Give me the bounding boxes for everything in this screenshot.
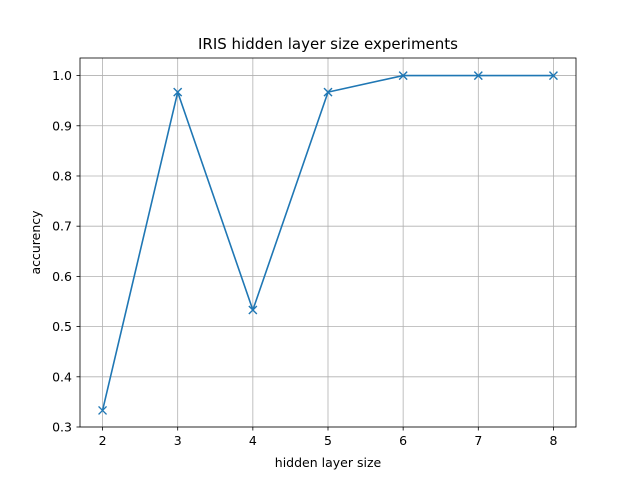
chart-title: IRIS hidden layer size experiments <box>198 35 458 53</box>
y-tick-label: 0.7 <box>52 219 72 234</box>
data-point-marker <box>98 405 108 415</box>
x-tick-label: 3 <box>174 433 182 448</box>
grid-lines <box>80 58 576 428</box>
x-tick-label: 2 <box>99 433 107 448</box>
data-point-marker <box>548 71 558 81</box>
y-tick-label: 0.3 <box>52 420 72 435</box>
data-point-marker <box>398 71 408 81</box>
y-tick-label: 0.5 <box>52 319 72 334</box>
x-tick-label: 7 <box>474 433 482 448</box>
y-tick-label: 0.4 <box>52 369 72 384</box>
y-tick-label: 0.9 <box>52 118 72 133</box>
y-tick-label: 0.6 <box>52 269 72 284</box>
y-ticks: 0.3 0.4 0.5 0.6 0.7 0.8 0.9 1.0 <box>52 68 80 435</box>
data-point-marker <box>248 305 258 315</box>
series-layer <box>98 71 558 415</box>
data-point-marker <box>323 87 333 97</box>
x-tick-label: 4 <box>249 433 257 448</box>
x-ticks: 2 3 4 5 6 7 8 <box>99 427 557 448</box>
x-tick-label: 8 <box>549 433 557 448</box>
data-point-marker <box>173 87 183 97</box>
y-axis-label: accurency <box>28 210 43 275</box>
y-tick-label: 0.8 <box>52 168 72 183</box>
y-tick-label: 1.0 <box>52 68 72 83</box>
data-point-marker <box>473 71 483 81</box>
x-tick-label: 6 <box>399 433 407 448</box>
x-tick-label: 5 <box>324 433 332 448</box>
x-axis-label: hidden layer size <box>275 455 382 470</box>
